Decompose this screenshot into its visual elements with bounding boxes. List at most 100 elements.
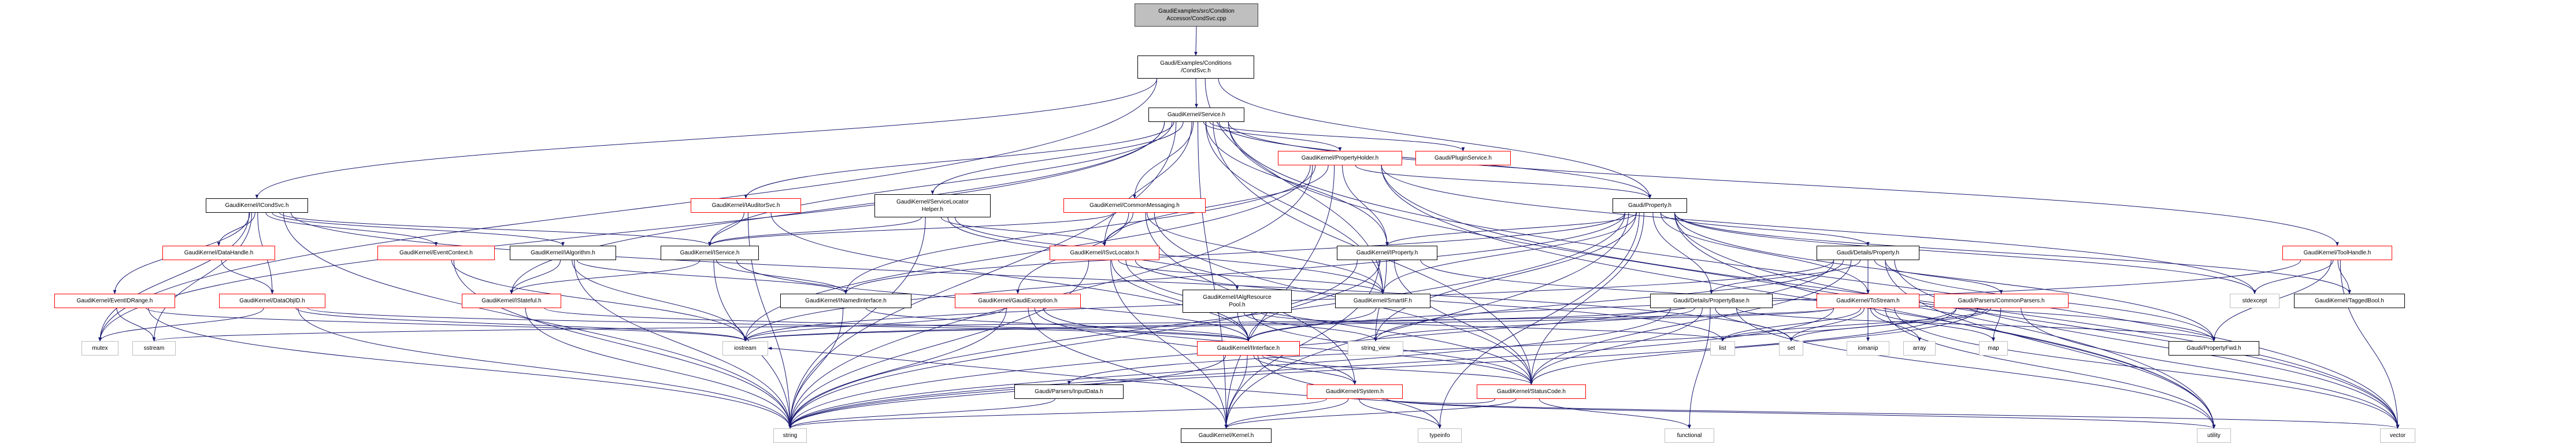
node-commonparsers[interactable]: Gaudi/Parsers/CommonParsers.h [1934, 294, 2069, 308]
edge-commonparsers-to-set [1789, 308, 1991, 342]
node-iauditor[interactable]: GaudiKernel/IAuditorSvc.h [691, 198, 801, 213]
node-propholder[interactable]: GaudiKernel/PropertyHolder.h [1278, 151, 1402, 165]
edge-commsg-to-iservice [708, 212, 1114, 246]
node-label: Gaudi/Parsers/CommonParsers.h [1958, 298, 2045, 304]
node-detprop[interactable]: Gaudi/Details/Property.h [1817, 246, 1919, 260]
edge-datahandle-to-dataobjid [221, 260, 274, 294]
edge-property-to-stdexcept [1674, 212, 2256, 294]
edge-ialgres-to-stringview [1243, 312, 1377, 342]
edge-statuscode-to-functional [1539, 398, 1691, 429]
node-iinterface[interactable]: GaudiKernel/IInterface.h [1197, 341, 1300, 356]
edge-inputdata-to-string [788, 398, 1055, 429]
node-condsvch[interactable]: Gaudi/Examples/Conditions/CondSvc.h [1137, 56, 1254, 79]
node-tostream[interactable]: GaudiKernel/ToStream.h [1817, 294, 1919, 308]
node-label: GaudiKernel/Service.h [1167, 112, 1226, 118]
node-service[interactable]: GaudiKernel/Service.h [1148, 108, 1244, 122]
edge-property-to-propfwd [1674, 212, 2216, 342]
node-label: GaudiKernel/TaggedBool.h [2315, 298, 2384, 304]
node-inamed[interactable]: GaudiKernel/INamedInterface.h [780, 294, 911, 308]
node-gexc[interactable]: GaudiKernel/GaudiException.h [955, 294, 1081, 308]
edge-propbase-to-propfwd [1736, 308, 2216, 342]
node-statuscode[interactable]: GaudiKernel/StatusCode.h [1477, 384, 1586, 399]
node-label: GaudiKernel/IAlgResource [1203, 294, 1272, 301]
node-toolhandle[interactable]: GaudiKernel/ToolHandle.h [2282, 246, 2392, 260]
edge-service-to-iservice [708, 121, 1173, 246]
edge-detprop-to-statuscode [1529, 260, 1852, 385]
edge-propbase-to-iostream [744, 308, 1671, 342]
node-commsg[interactable]: GaudiKernel/CommonMessaging.h [1063, 198, 1206, 213]
node-inputdata[interactable]: Gaudi/Parsers/InputData.h [1014, 384, 1124, 399]
edge-smartif-to-iinterface [1247, 308, 1377, 342]
node-label: GaudiKernel/CommonMessaging.h [1089, 202, 1180, 209]
node-pluginsvc[interactable]: Gaudi/PluginService.h [1415, 151, 1511, 165]
edge-property-to-iproperty [1385, 212, 1637, 246]
node-label: GaudiKernel/ServiceLocator [896, 199, 969, 205]
edge-slh-to-iservice [708, 217, 922, 246]
node-label: /CondSvc.h [1181, 68, 1211, 74]
edge-propholder-to-property [1355, 165, 1652, 199]
edge-toolhandle-to-vector [2340, 260, 2400, 429]
node-label: GaudiKernel/IService.h [680, 250, 740, 256]
node-map: map [1979, 341, 2008, 356]
node-label: GaudiKernel/ISvcLocator.h [1070, 250, 1139, 256]
node-propfwd[interactable]: Gaudi/PropertyFwd.h [2169, 341, 2259, 356]
edge-slh-to-isvcloc [940, 217, 1106, 246]
edge-service-to-pluginsvc [1209, 121, 1465, 151]
node-cpp[interactable]: GaudiExamples/src/Condition Accessor/Cond… [1135, 3, 1258, 27]
node-eventctx[interactable]: GaudiKernel/EventContext.h [377, 246, 495, 260]
edge-detprop-to-stringview [1374, 260, 1844, 342]
edge-iproperty-to-statuscode [1393, 260, 1533, 385]
edge-eventctx-to-string [453, 260, 792, 429]
edge-isvcloc-to-kernel [1110, 260, 1228, 429]
node-eventidrange[interactable]: GaudiKernel/EventIDRange.h [54, 294, 175, 308]
node-dataobjid[interactable]: GaudiKernel/DataObjID.h [219, 294, 325, 308]
node-isvcloc[interactable]: GaudiKernel/ISvcLocator.h [1050, 246, 1159, 260]
node-system[interactable]: GaudiKernel/System.h [1307, 384, 1403, 399]
edge-tostream-to-map [1874, 308, 1995, 342]
node-label: GaudiKernel/StatusCode.h [1497, 388, 1566, 395]
node-smartif[interactable]: GaudiKernel/SmartIF.h [1335, 294, 1430, 308]
node-label: functional [1677, 432, 1702, 439]
node-icondsvc[interactable]: GaudiKernel/ICondSvc.h [206, 198, 308, 213]
node-label: Helper.h [921, 206, 944, 213]
node-label: Gaudi/Examples/Conditions [1160, 60, 1232, 66]
edge-service-to-slh [931, 121, 1184, 195]
edge-commonparsers-to-string [788, 308, 1957, 429]
edge-iproperty-to-iinterface [1247, 260, 1381, 342]
node-typeinfo: typeinfo [1418, 428, 1462, 443]
node-slh[interactable]: GaudiKernel/ServiceLocator Helper.h [874, 194, 991, 217]
node-label: GaudiKernel/GaudiException.h [978, 298, 1058, 304]
edge-iservice-to-istateful [510, 260, 700, 294]
edge-isvcloc-to-smartif [1118, 260, 1385, 294]
edge-ialgorithm-to-string [574, 260, 792, 429]
node-label: GaudiKernel/PropertyHolder.h [1301, 155, 1379, 161]
edge-tostream-to-vector [1894, 308, 2400, 429]
edge-iservice-to-inamed [716, 260, 848, 294]
node-taggedbool[interactable]: GaudiKernel/TaggedBool.h [2294, 294, 2405, 308]
edge-gexc-to-kernel [1028, 308, 1228, 429]
node-ialgres[interactable]: GaudiKernel/IAlgResource Pool.h [1183, 290, 1292, 313]
node-label: Gaudi/Details/PropertyBase.h [1673, 298, 1750, 304]
node-kernel[interactable]: GaudiKernel/Kernel.h [1181, 428, 1272, 443]
node-ialgorithm[interactable]: GaudiKernel/IAlgorithm.h [510, 246, 616, 260]
node-label: string_view [1361, 345, 1391, 352]
node-iservice[interactable]: GaudiKernel/IService.h [661, 246, 759, 260]
node-iproperty[interactable]: GaudiKernel/IProperty.h [1337, 246, 1437, 260]
edge-property-to-vector [1674, 212, 2400, 429]
node-label: utility [2207, 432, 2221, 439]
edge-tostream-to-sstream [153, 308, 1834, 342]
edge-property-to-iostream [743, 212, 1625, 342]
edge-tostream-to-set [1789, 308, 1865, 342]
node-label: GaudiKernel/INamedInterface.h [805, 298, 887, 304]
node-label: Accessor/CondSvc.cpp [1166, 16, 1226, 22]
node-property[interactable]: Gaudi/Property.h [1613, 198, 1687, 213]
node-istateful[interactable]: GaudiKernel/IStateful.h [462, 294, 561, 308]
node-label: GaudiKernel/ToStream.h [1836, 298, 1900, 304]
edge-service-to-isvcloc [1103, 121, 1192, 246]
edge-toolhandle-to-taggedbool [2337, 260, 2351, 294]
edge-detprop-to-vector [1894, 260, 2400, 429]
node-datahandle[interactable]: GaudiKernel/DataHandle.h [162, 246, 275, 260]
node-propbase[interactable]: Gaudi/Details/PropertyBase.h [1650, 294, 1773, 308]
edge-service-to-utility [1228, 121, 2216, 429]
edge-icondsvc-to-eventctx [265, 212, 438, 246]
